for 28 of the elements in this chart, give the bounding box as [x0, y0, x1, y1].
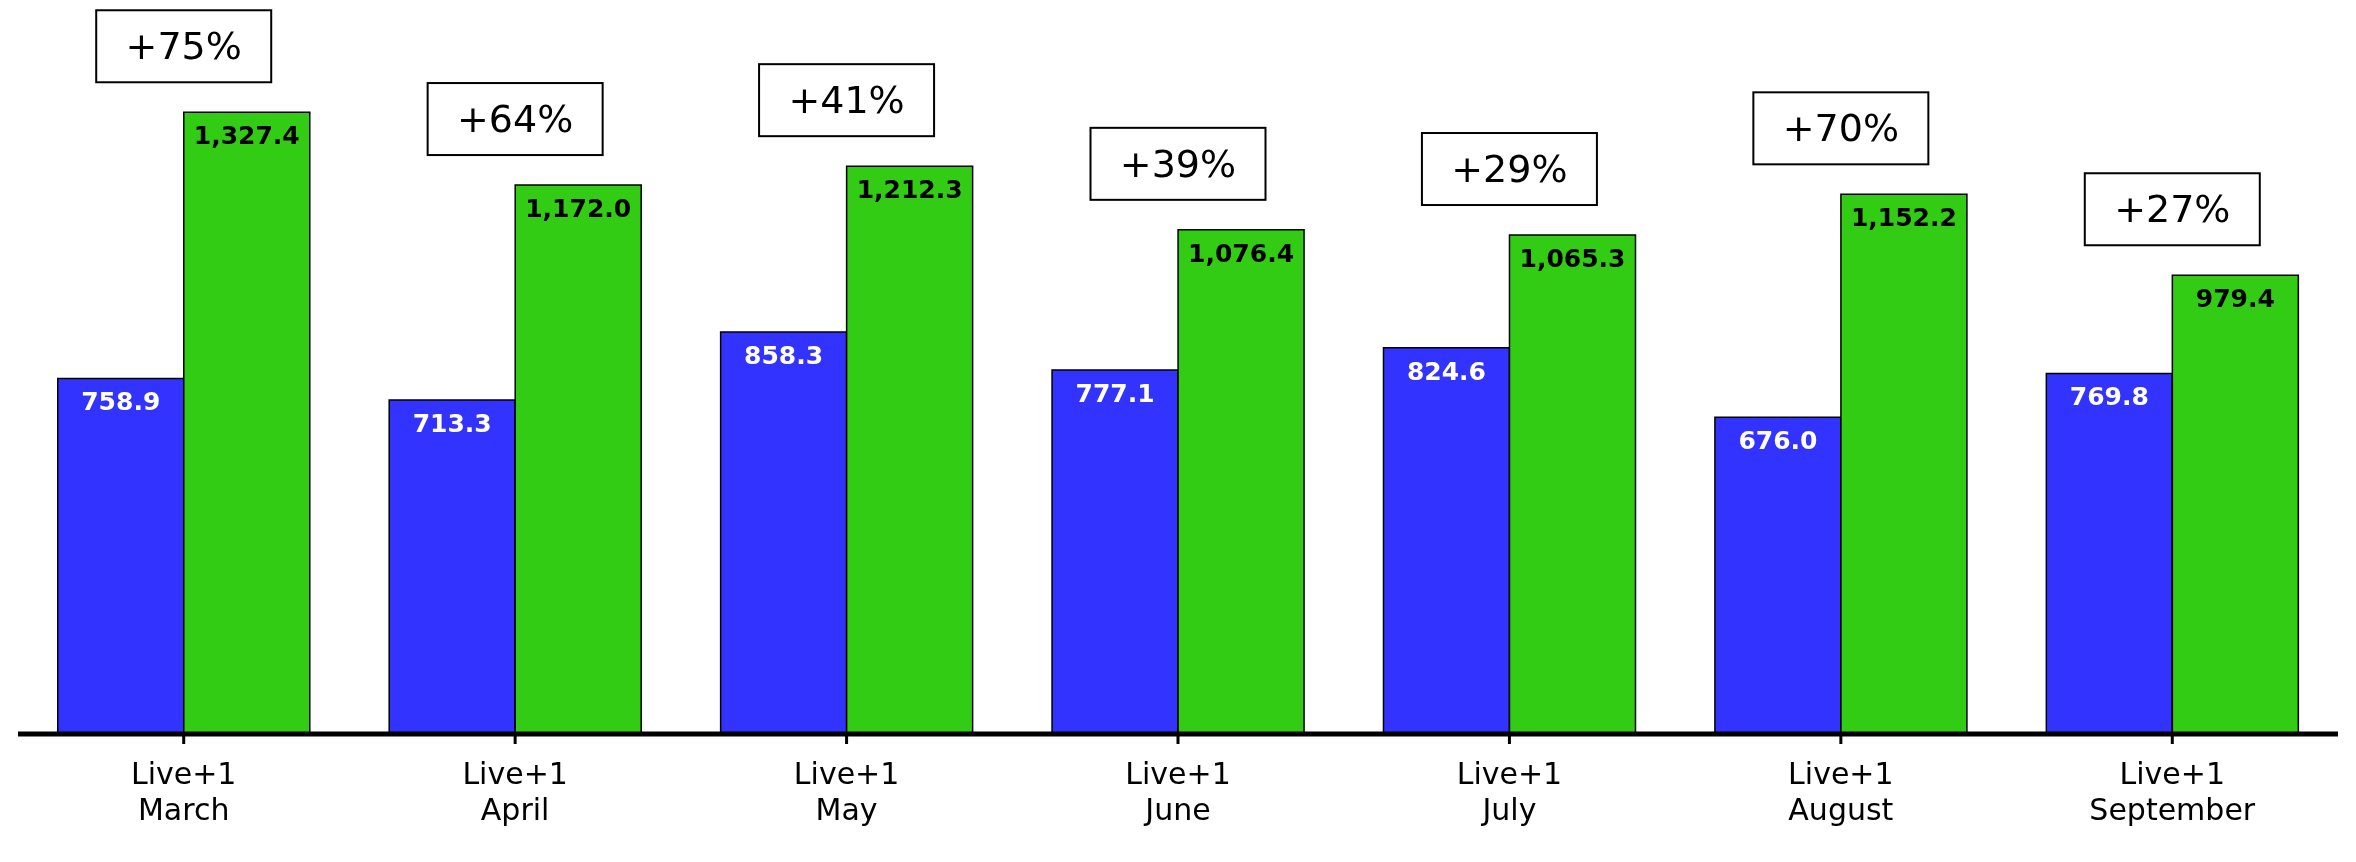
x-tick-label: Live+1 August: [1788, 756, 1894, 827]
x-tick-label: Live+1 June: [1125, 756, 1231, 827]
annotation: +75%: [125, 24, 242, 69]
data-label: 1,212.3: [856, 174, 963, 204]
x-tick-label: Live+1 July: [1456, 756, 1563, 827]
annotation: +39%: [1119, 141, 1237, 186]
data-label: 1,065.3: [1519, 243, 1626, 273]
annotation: +64%: [456, 97, 574, 142]
annotation: +29%: [1451, 147, 1568, 192]
data-label: 824.6: [1406, 356, 1487, 386]
data-label: 769.8: [2069, 382, 2149, 412]
data-label: 858.3: [744, 340, 824, 370]
data-label: 1,076.4: [1188, 238, 1295, 268]
data-label: 676.0: [1738, 426, 1818, 456]
data-label: 758.9: [81, 387, 161, 417]
annotation: +41%: [788, 78, 905, 123]
x-tick-label: Live+1 April: [462, 756, 568, 827]
data-label: 777.1: [1075, 378, 1155, 408]
x-tick-label: Live+1 May: [793, 756, 900, 827]
x-tick-label: Live+1 September: [2089, 756, 2256, 827]
annotation: +27%: [2114, 187, 2231, 232]
data-label: 1,152.2: [1850, 203, 1957, 233]
data-label: 713.3: [412, 408, 492, 438]
data-label: 1,172.0: [525, 193, 632, 223]
data-label: 979.4: [2195, 284, 2275, 314]
x-tick-label: Live+1 March: [130, 756, 237, 827]
annotation: +70%: [1782, 106, 1900, 151]
data-label: 1,327.4: [193, 121, 300, 151]
